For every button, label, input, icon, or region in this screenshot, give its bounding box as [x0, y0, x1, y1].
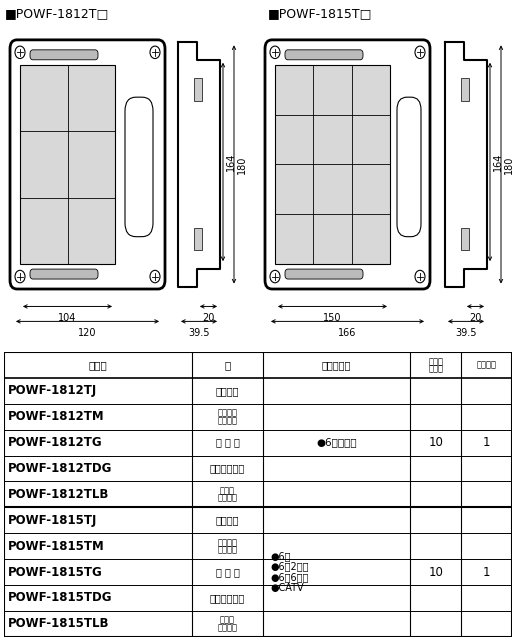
Text: グ レ ー: グ レ ー — [216, 567, 239, 577]
FancyBboxPatch shape — [30, 50, 98, 60]
Text: ■POWF-1815T□: ■POWF-1815T□ — [268, 8, 373, 20]
Circle shape — [415, 270, 425, 283]
FancyBboxPatch shape — [125, 97, 153, 237]
Text: POWF-1815TDG: POWF-1815TDG — [8, 591, 112, 604]
Text: 39.5: 39.5 — [455, 328, 477, 338]
Text: 104: 104 — [58, 313, 77, 323]
Text: 166: 166 — [338, 328, 357, 338]
Text: グ レ ー: グ レ ー — [216, 438, 239, 447]
Bar — [461, 79, 469, 101]
FancyBboxPatch shape — [397, 97, 421, 237]
Circle shape — [150, 46, 160, 58]
Circle shape — [270, 270, 280, 283]
Text: 最小入数: 最小入数 — [476, 360, 496, 369]
Text: 120: 120 — [78, 328, 97, 338]
Text: 150: 150 — [323, 313, 342, 323]
Bar — [20, 65, 115, 264]
Text: POWF-1815TLB: POWF-1815TLB — [8, 618, 110, 630]
FancyBboxPatch shape — [10, 40, 165, 289]
Text: 10: 10 — [428, 436, 443, 449]
Text: ライト: ライト — [220, 486, 235, 495]
Text: POWF-1812TG: POWF-1812TG — [8, 436, 103, 449]
Text: ブラウン: ブラウン — [218, 623, 237, 632]
Circle shape — [15, 270, 25, 283]
Text: 180: 180 — [237, 156, 247, 173]
Circle shape — [15, 46, 25, 58]
Text: ●CATV: ●CATV — [271, 583, 304, 593]
Text: ダークグレー: ダークグレー — [210, 463, 245, 474]
Text: POWF-1812TM: POWF-1812TM — [8, 410, 105, 423]
Text: 赤ワイト: 赤ワイト — [218, 545, 237, 554]
Circle shape — [150, 270, 160, 283]
Text: ●6号2回線: ●6号2回線 — [271, 562, 309, 572]
Text: 164: 164 — [493, 153, 503, 171]
Text: 20: 20 — [202, 313, 215, 323]
Text: 品　番: 品 番 — [89, 360, 107, 370]
Text: POWF-1815TJ: POWF-1815TJ — [8, 514, 98, 527]
Circle shape — [415, 46, 425, 58]
FancyBboxPatch shape — [30, 269, 98, 279]
Text: 20: 20 — [469, 313, 481, 323]
Text: ライト: ライト — [220, 616, 235, 625]
Text: ■POWF-1812T□: ■POWF-1812T□ — [5, 8, 109, 20]
Text: ダークグレー: ダークグレー — [210, 593, 245, 603]
Text: ●6号6回線: ●6号6回線 — [271, 573, 309, 582]
Text: 色: 色 — [224, 360, 231, 370]
FancyBboxPatch shape — [265, 40, 430, 289]
Text: ●6号: ●6号 — [271, 551, 291, 561]
Text: POWF-1812TDG: POWF-1812TDG — [8, 462, 112, 475]
Bar — [461, 228, 469, 250]
Text: 赤ワイト: 赤ワイト — [218, 416, 237, 425]
Text: ベージュ: ベージュ — [216, 515, 239, 525]
Text: ケース: ケース — [428, 357, 443, 366]
Bar — [275, 65, 390, 264]
Text: 入　数: 入 数 — [428, 364, 443, 373]
Text: POWF-1812TLB: POWF-1812TLB — [8, 488, 109, 501]
Text: ●6号保安器: ●6号保安器 — [316, 438, 357, 447]
Text: 164: 164 — [226, 153, 236, 171]
Text: POWF-1812TJ: POWF-1812TJ — [8, 385, 98, 397]
Text: ベージュ: ベージュ — [216, 386, 239, 396]
Bar — [194, 79, 202, 101]
Bar — [194, 228, 202, 250]
FancyBboxPatch shape — [285, 50, 363, 60]
Text: 10: 10 — [428, 566, 443, 579]
Text: ブラウン: ブラウン — [218, 493, 237, 502]
Text: 39.5: 39.5 — [188, 328, 209, 338]
Text: ミルキー: ミルキー — [218, 538, 237, 547]
Text: 180: 180 — [504, 156, 514, 173]
Circle shape — [270, 46, 280, 58]
Text: 1: 1 — [483, 436, 490, 449]
FancyBboxPatch shape — [285, 269, 363, 279]
Text: 適合保安器: 適合保安器 — [322, 360, 351, 370]
Text: POWF-1815TG: POWF-1815TG — [8, 566, 103, 579]
Polygon shape — [445, 42, 487, 287]
Text: ミルキー: ミルキー — [218, 408, 237, 417]
Text: 1: 1 — [483, 566, 490, 579]
Polygon shape — [178, 42, 220, 287]
Text: POWF-1815TM: POWF-1815TM — [8, 540, 105, 553]
